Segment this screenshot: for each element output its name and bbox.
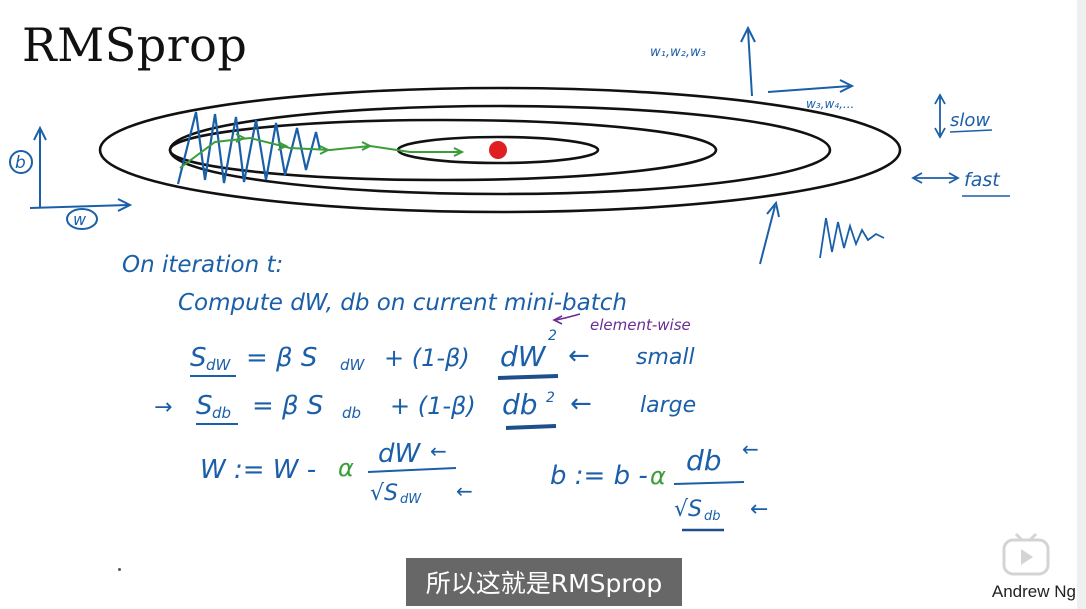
- w-update-num: dW: [378, 439, 422, 469]
- sdw-note: small: [636, 345, 695, 370]
- oscillation-path: [176, 111, 322, 185]
- contour-3: [168, 118, 718, 182]
- slow-underline: [949, 129, 993, 133]
- compute-line: Compute dW, db on current mini-batch: [178, 290, 627, 316]
- rmsprop-path-arrows: [235, 133, 465, 157]
- w-update-alpha: α: [338, 454, 354, 482]
- sdb-note: large: [640, 393, 696, 418]
- contour-ellipses: [98, 86, 902, 214]
- b-update-equation: b := b - α db ← √S db ←: [550, 437, 768, 532]
- slide-title: RMSprop: [22, 18, 248, 72]
- video-play-icon[interactable]: [1000, 532, 1052, 580]
- b-update-alpha: α: [650, 462, 666, 490]
- w-update-den-sub: dW: [400, 492, 422, 507]
- sdb-term: db: [502, 388, 538, 421]
- b-update-den-sub: db: [704, 509, 721, 524]
- sdb-pointer-arrow: →: [154, 395, 172, 420]
- sdw-term: dW: [500, 340, 547, 373]
- sdw-rhs-beta: = β S: [246, 343, 317, 373]
- author-credit: Andrew Ng: [991, 582, 1076, 601]
- element-wise-note: element-wise: [590, 316, 691, 334]
- w-update-num-arrow: ←: [430, 439, 447, 463]
- w-update-equation: W := W - α dW ← √S dW ←: [200, 439, 473, 507]
- sdb-rhs-beta: = β S: [252, 391, 323, 421]
- sdw-rhs-plus: + (1-β): [384, 344, 470, 372]
- element-wise-arrow: [555, 313, 581, 321]
- sdb-lhs: S: [196, 391, 213, 421]
- right-edge-bar: [1077, 0, 1086, 609]
- w-update-den: √S: [370, 481, 398, 506]
- slow-arrow: [934, 93, 946, 139]
- w-update-den-arrow: ←: [456, 479, 473, 503]
- stray-dot: [118, 568, 121, 571]
- sdw-lhs: S: [190, 343, 207, 373]
- iteration-line: On iteration t:: [122, 252, 283, 278]
- sdw-rhs-sub: dW: [340, 356, 366, 374]
- sdw-sub: dW: [206, 356, 232, 374]
- b-update-den: √S: [674, 497, 702, 522]
- sdw-arrow: ←: [568, 341, 590, 371]
- sdb-sub: db: [212, 404, 231, 422]
- b-update-lhs: b := b -: [550, 461, 648, 491]
- rmsprop-path: [179, 136, 460, 169]
- sdw-equation: S dW = β S dW + (1-β) dW 2 ← small: [190, 328, 695, 380]
- left-axes: [9, 125, 133, 230]
- top-right-param-label: w₁,w₂,w₃: [650, 45, 706, 60]
- sdb-rhs-sub: db: [342, 404, 361, 422]
- top-right-axes: [740, 25, 855, 97]
- video-subtitle: 所以这就是RMSprop: [406, 558, 682, 606]
- sdb-equation: → S db = β S db + (1-β) db 2 ← large: [154, 388, 696, 430]
- top-right-axis-label: w₃,w₄,...: [806, 97, 854, 111]
- sdb-rhs-plus: + (1-β): [390, 392, 476, 420]
- contour-outer: [98, 86, 902, 214]
- sdb-sup: 2: [546, 390, 555, 406]
- small-oscillation-sketch: [819, 217, 885, 259]
- axis-w-label: w: [73, 210, 87, 229]
- w-update-lhs: W := W -: [200, 455, 316, 485]
- slow-label: slow: [950, 110, 990, 131]
- fast-label: fast: [964, 169, 1001, 191]
- sdb-arrow: ←: [570, 389, 592, 419]
- b-update-num-arrow: ←: [742, 437, 759, 461]
- axis-b-label: b: [15, 153, 26, 173]
- sdw-sup: 2: [548, 328, 557, 344]
- b-update-den-arrow: ←: [750, 497, 768, 522]
- fast-arrow: [911, 172, 960, 184]
- b-update-num: db: [686, 444, 722, 477]
- subtitle-text: 所以这就是RMSprop: [425, 569, 663, 598]
- vertical-arrow: [759, 200, 780, 265]
- minimum-dot: [489, 141, 507, 159]
